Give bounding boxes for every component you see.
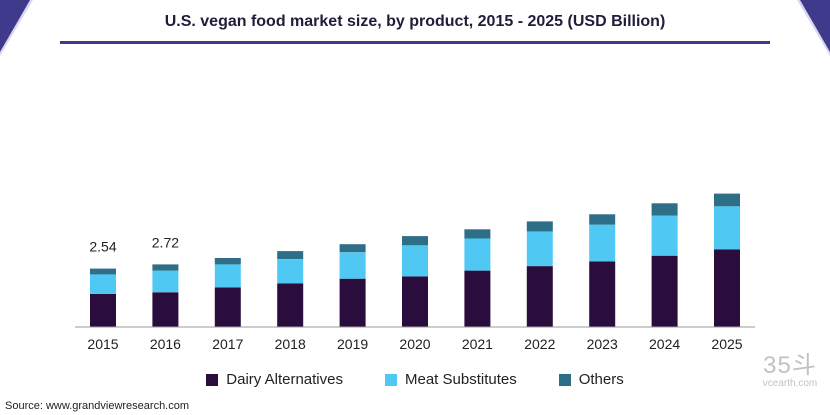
bar-meat-substitutes-2018 [277, 259, 304, 284]
bar-meat-substitutes-2025 [714, 206, 740, 250]
x-tick-label-2024: 2024 [649, 336, 680, 352]
bar-others-2018 [277, 251, 304, 260]
bar-meat-substitutes-2016 [152, 270, 179, 293]
legend-item-others: Others [558, 371, 624, 388]
x-tick-label-2016: 2016 [150, 336, 181, 352]
bar-others-2020 [402, 236, 428, 246]
corner-decoration-right [800, 0, 830, 52]
watermark-site: vcearth.com [762, 378, 818, 389]
bar-dairy-alternatives-2017 [214, 287, 241, 327]
bar-dairy-alternatives-2024 [651, 255, 678, 327]
bar-others-2021 [464, 229, 491, 239]
x-tick-label-2021: 2021 [462, 336, 493, 352]
bar-meat-substitutes-2020 [402, 245, 428, 277]
bar-meat-substitutes-2021 [464, 238, 491, 271]
bar-dairy-alternatives-2025 [714, 249, 740, 327]
bar-meat-substitutes-2022 [526, 231, 553, 267]
bar-meat-substitutes-2019 [339, 252, 366, 279]
corner-decoration-left [0, 0, 30, 52]
bar-meat-substitutes-2015 [90, 274, 116, 294]
bar-others-2017 [214, 258, 241, 265]
chart-legend: Dairy Alternatives Meat Substitutes Othe… [0, 371, 830, 388]
bar-dairy-alternatives-2021 [464, 270, 491, 327]
bar-dairy-alternatives-2018 [277, 283, 304, 327]
bar-others-2025 [714, 193, 740, 207]
bar-group [90, 193, 740, 327]
x-tick-label-2019: 2019 [337, 336, 368, 352]
legend-item-dairy: Dairy Alternatives [206, 371, 343, 388]
watermark: 35斗 vcearth.com [760, 354, 820, 390]
data-label-2016: 2.72 [152, 234, 179, 250]
watermark-logo: 35斗 [763, 352, 817, 379]
bar-others-2023 [589, 214, 616, 225]
legend-label-others: Others [578, 371, 624, 388]
bar-others-2019 [339, 244, 366, 253]
chart-title: U.S. vegan food market size, by product,… [164, 13, 666, 30]
legend-label-meat: Meat Substitutes [404, 371, 517, 388]
legend-swatch-meat [384, 373, 397, 386]
bar-meat-substitutes-2017 [214, 264, 241, 288]
legend-label-dairy: Dairy Alternatives [226, 371, 343, 388]
x-tick-label-2018: 2018 [275, 336, 306, 352]
title-underline [60, 41, 770, 44]
bar-others-2016 [152, 264, 179, 271]
bar-dairy-alternatives-2015 [90, 293, 116, 327]
bar-dairy-alternatives-2020 [402, 276, 428, 327]
bar-meat-substitutes-2023 [589, 224, 616, 262]
bar-dairy-alternatives-2022 [526, 266, 553, 327]
x-tick-label-2025: 2025 [711, 336, 742, 352]
legend-swatch-dairy [206, 373, 219, 386]
x-tick-label-2020: 2020 [399, 336, 430, 352]
x-tick-label-2017: 2017 [212, 336, 243, 352]
x-tick-label-2023: 2023 [587, 336, 618, 352]
bar-dairy-alternatives-2019 [339, 278, 366, 327]
legend-swatch-others [558, 373, 571, 386]
x-tick-labels: 2015 2016 2017 2018 2019 2020 2021 2022 2023 2024… [87, 336, 742, 352]
bar-dairy-alternatives-2023 [589, 261, 616, 327]
legend-item-meat: Meat Substitutes [384, 371, 517, 388]
bar-dairy-alternatives-2016 [152, 292, 179, 327]
x-tick-label-2015: 2015 [87, 336, 118, 352]
data-label-2015: 2.54 [89, 239, 116, 255]
source-note: Source: www.grandviewresearch.com [5, 400, 190, 412]
data-labels: 2.54 2.72 [89, 234, 179, 254]
x-tick-label-2022: 2022 [524, 336, 555, 352]
bar-others-2022 [526, 221, 553, 232]
bar-others-2024 [651, 203, 678, 216]
bar-meat-substitutes-2024 [651, 215, 678, 256]
bar-others-2015 [90, 268, 116, 275]
